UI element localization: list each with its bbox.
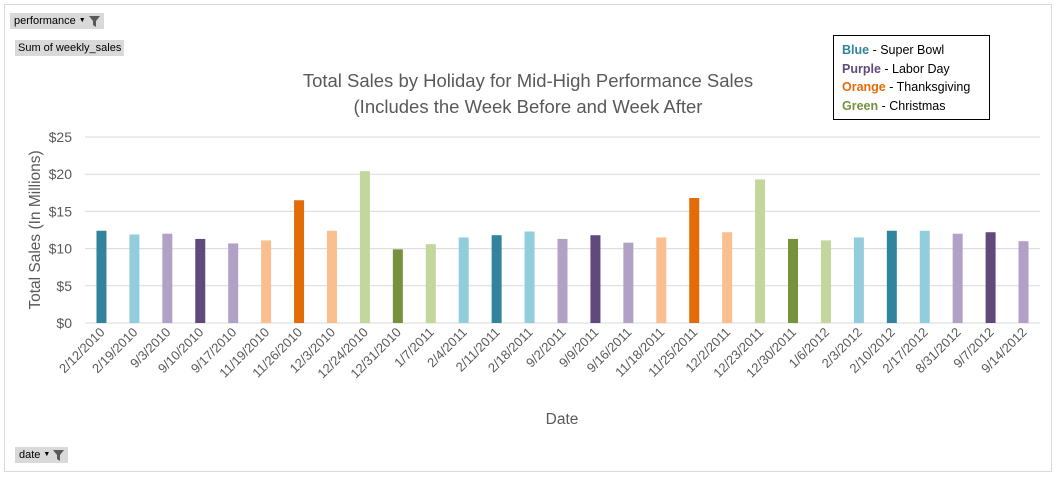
bar [656,237,667,323]
bar [458,237,469,323]
legend-desc: - Super Bowl [869,43,945,57]
bar [788,238,799,323]
bar [590,235,601,323]
y-tick-label: $0 [56,315,72,331]
bar [557,238,568,323]
legend-color-name: Blue [842,43,870,57]
bar [359,171,370,323]
bar [392,249,403,323]
y-axis-label: Total Sales (In Millions) [27,150,44,309]
bar [491,235,502,323]
bar [326,230,337,323]
bar [524,231,535,323]
bar [162,233,173,323]
bar [886,230,897,323]
x-axis-ticks: 2/12/20102/19/20109/3/20109/10/20109/17/… [56,325,1030,382]
bar [96,230,107,323]
x-axis-label: Date [546,411,579,428]
chart-subtitle: (Includes the Week Before and Week After [354,96,703,117]
y-tick-label: $5 [56,278,72,294]
bar [820,240,831,323]
legend-color-name: Green [842,98,879,113]
filter-icon [53,449,65,461]
bar [985,232,996,323]
y-tick-label: $10 [49,241,73,257]
chart-frame [4,4,1052,472]
bar [919,230,930,323]
dropdown-arrow-icon: ▼ [43,451,51,458]
bar [261,240,272,323]
legend-item-labor-day: Purple - Labor Day [842,60,989,79]
legend-color-name: Orange [842,80,886,94]
bar [228,243,239,323]
y-tick-label: $25 [49,129,73,145]
legend-item-christmas: Green - Christmas [842,97,989,116]
sum-field-label: Sum of weekly_sales [18,42,122,54]
date-field-button[interactable]: date ▼ [15,447,69,463]
bar [195,238,206,323]
bar [722,232,733,323]
gridlines [85,136,1040,324]
legend-item-super-bowl: Blue - Super Bowl [842,41,989,60]
bar [689,198,700,323]
bar [952,233,963,323]
y-axis-ticks: $0 $5 $10 $15 $20 $25 [49,129,73,331]
bar [294,200,305,323]
bar [853,237,864,323]
dropdown-arrow-icon: ▼ [78,17,86,24]
bar [425,244,436,323]
filter-icon [88,15,100,27]
performance-field-label: performance [14,15,76,27]
y-tick-label: $15 [49,203,73,219]
legend-color-name: Purple [842,61,881,76]
legend-desc: - Labor Day [880,61,950,76]
y-tick-label: $20 [49,166,73,182]
legend-item-thanksgiving: Orange - Thanksgiving [842,78,989,97]
date-field-label: date [19,449,41,461]
chart-title: Total Sales by Holiday for Mid-High Perf… [303,70,753,91]
bar [129,234,140,323]
sum-weekly-sales-field-button[interactable]: Sum of weekly_sales [15,40,125,56]
bar [1018,241,1029,323]
legend-desc: - Christmas [878,98,946,113]
bars [96,171,1029,323]
legend: Blue - Super Bowl Purple - Labor Day Ora… [833,35,990,120]
bar [755,179,766,323]
bar [623,242,634,323]
legend-desc: - Thanksgiving [885,80,971,94]
performance-field-button[interactable]: performance ▼ [10,13,104,29]
